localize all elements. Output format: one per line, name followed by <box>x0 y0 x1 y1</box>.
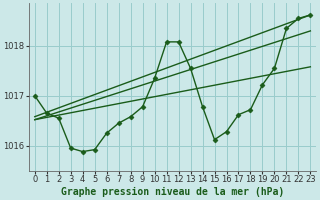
X-axis label: Graphe pression niveau de la mer (hPa): Graphe pression niveau de la mer (hPa) <box>61 186 284 197</box>
